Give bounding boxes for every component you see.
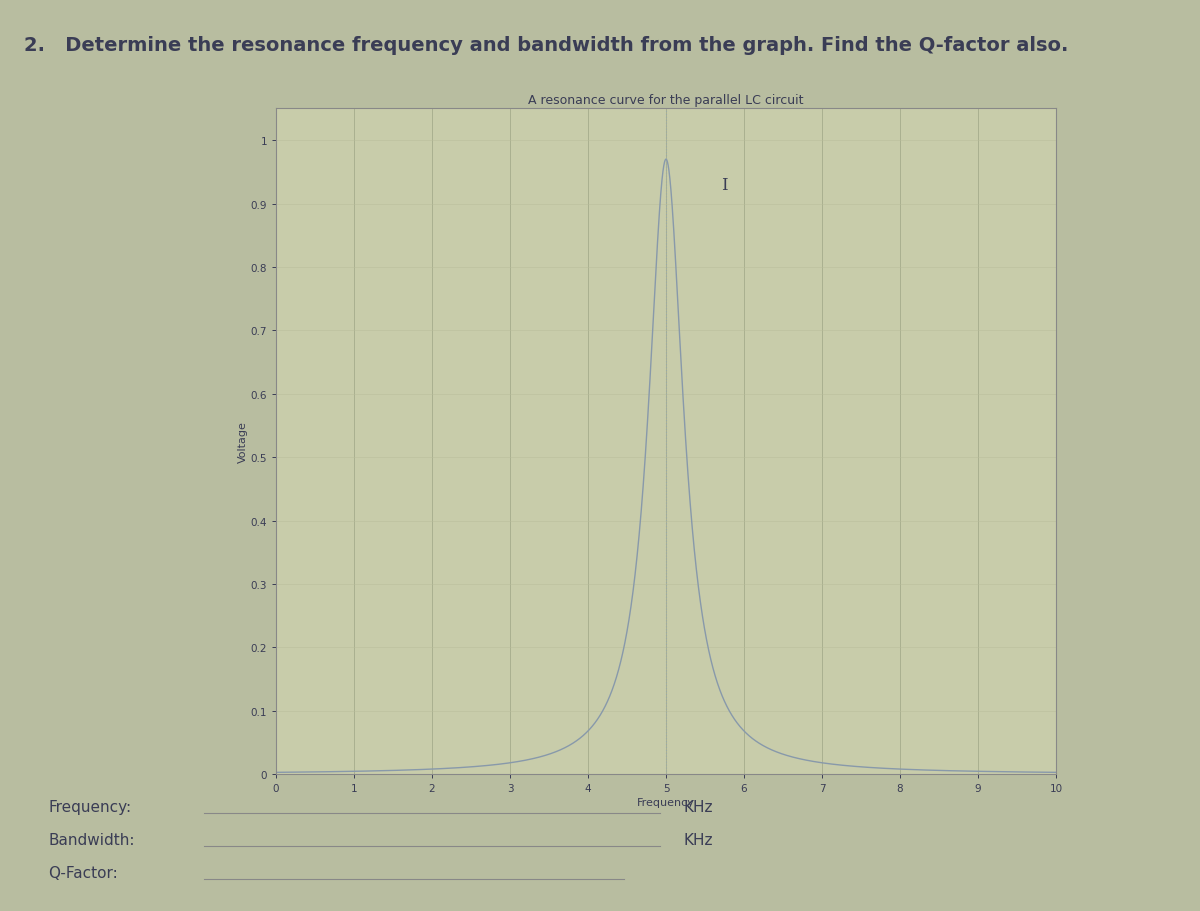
Text: KHz: KHz bbox=[684, 833, 714, 847]
Text: I: I bbox=[721, 177, 728, 194]
X-axis label: Frequency: Frequency bbox=[637, 797, 695, 807]
Title: A resonance curve for the parallel LC circuit: A resonance curve for the parallel LC ci… bbox=[528, 94, 804, 107]
Text: Frequency:: Frequency: bbox=[48, 799, 131, 814]
Y-axis label: Voltage: Voltage bbox=[238, 421, 247, 463]
Text: 2.   Determine the resonance frequency and bandwidth from the graph. Find the Q-: 2. Determine the resonance frequency and… bbox=[24, 36, 1068, 56]
Text: KHz: KHz bbox=[684, 799, 714, 814]
Text: Bandwidth:: Bandwidth: bbox=[48, 833, 134, 847]
Text: Q-Factor:: Q-Factor: bbox=[48, 865, 118, 880]
